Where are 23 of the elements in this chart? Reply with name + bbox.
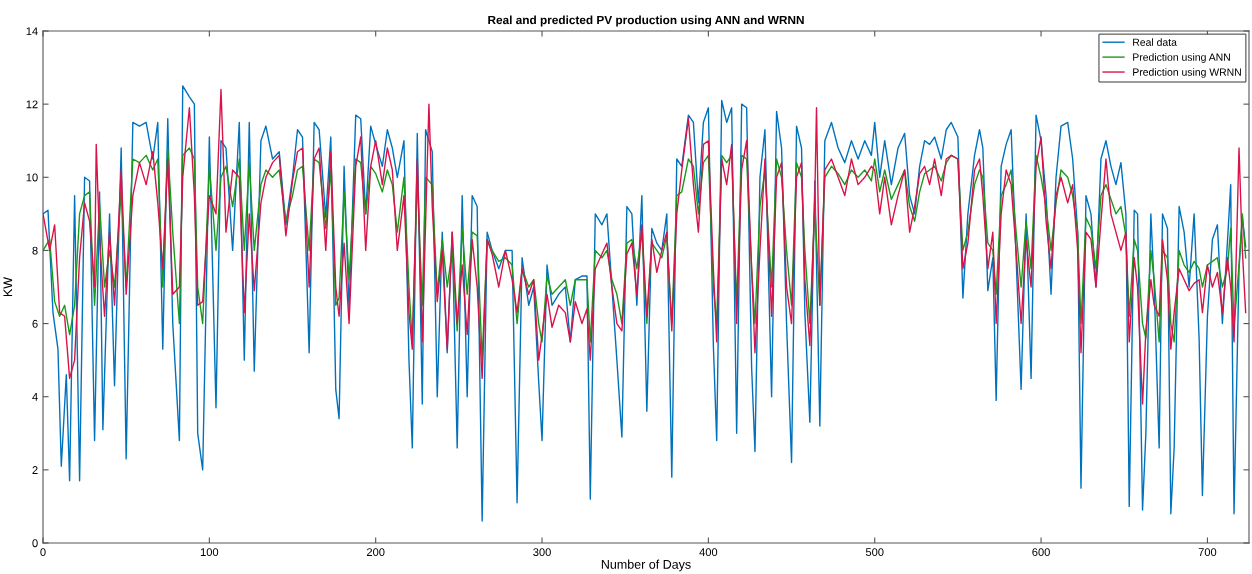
y-tick-label: 2 <box>32 466 38 474</box>
x-tick-label: 400 <box>699 548 718 557</box>
y-tick-label: 14 <box>26 27 38 36</box>
x-axis-title: Number of Days <box>601 559 691 572</box>
y-tick-label: 0 <box>32 539 38 548</box>
line-series <box>43 88 1247 405</box>
x-tick-label: 100 <box>200 548 219 557</box>
y-tick-label: 12 <box>26 100 38 109</box>
legend-label: Prediction using ANN <box>1133 53 1230 63</box>
x-tick-label: 500 <box>865 548 884 557</box>
chart-title: Real and predicted PV production using ANN and WRNN <box>488 15 804 27</box>
y-tick-label: 8 <box>32 246 38 255</box>
x-tick-label: 700 <box>1198 548 1217 557</box>
legend-label: Prediction using WRNN <box>1133 68 1241 78</box>
y-tick-label: 10 <box>26 173 38 182</box>
x-tick-label: 600 <box>1032 548 1050 557</box>
legend-label: Real data <box>1133 38 1177 46</box>
x-tick-label: 200 <box>366 548 385 557</box>
x-tick-label: 300 <box>533 548 551 557</box>
y-axis-title: KW <box>3 276 13 297</box>
y-tick-label: 4 <box>32 393 38 401</box>
x-tick-label: 0 <box>40 548 46 557</box>
y-tick-label: 6 <box>32 319 38 328</box>
